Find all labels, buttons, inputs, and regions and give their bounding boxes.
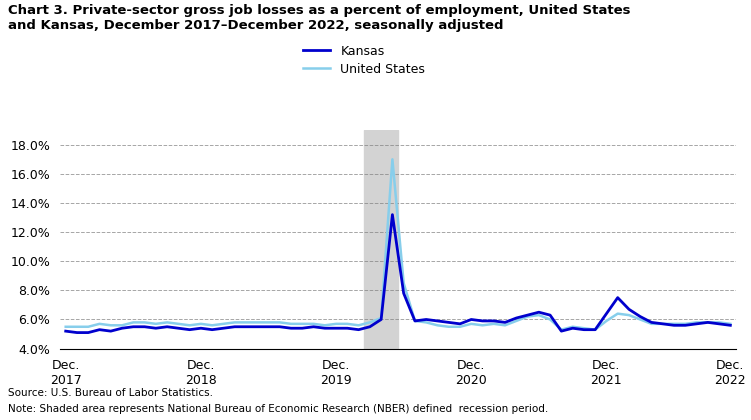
United States xyxy=(556,327,566,332)
United States xyxy=(252,320,261,325)
United States xyxy=(725,321,734,326)
Line: Kansas: Kansas xyxy=(66,215,730,333)
Kansas xyxy=(264,324,273,329)
United States xyxy=(388,157,397,162)
United States xyxy=(490,321,499,326)
Kansas xyxy=(388,212,397,217)
United States xyxy=(287,321,296,326)
United States xyxy=(173,321,183,326)
Kansas xyxy=(185,327,194,332)
Bar xyxy=(364,130,398,349)
United States xyxy=(230,320,239,325)
Kansas xyxy=(72,330,81,335)
Kansas xyxy=(61,328,71,333)
Text: Chart 3. Private-sector gross job losses as a percent of employment, United Stat: Chart 3. Private-sector gross job losses… xyxy=(8,4,630,32)
Text: Note: Shaded area represents National Bureau of Economic Research (NBER) defined: Note: Shaded area represents National Bu… xyxy=(8,404,547,414)
Kansas xyxy=(287,326,296,331)
United States xyxy=(275,320,284,325)
Text: Source: U.S. Bureau of Labor Statistics.: Source: U.S. Bureau of Labor Statistics. xyxy=(8,388,213,399)
Line: United States: United States xyxy=(66,159,730,330)
United States xyxy=(61,324,71,329)
Kansas xyxy=(500,320,509,325)
Kansas xyxy=(242,324,251,329)
Kansas xyxy=(725,323,734,328)
Kansas xyxy=(297,326,306,331)
Legend: Kansas, United States: Kansas, United States xyxy=(303,45,425,76)
